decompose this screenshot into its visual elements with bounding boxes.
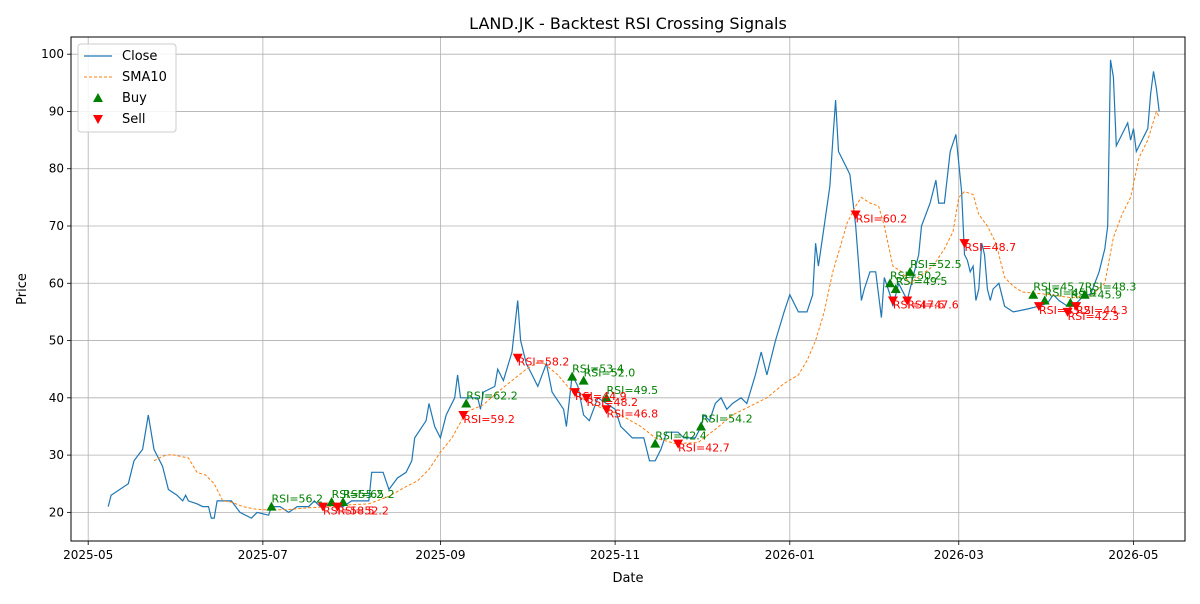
buy-signal-marker <box>1079 289 1090 299</box>
y-tick-label: 50 <box>49 334 64 348</box>
x-tick-label: 2026-01 <box>765 548 815 562</box>
buy-signal-marker <box>567 371 578 381</box>
sell-signal-label: RSI=44.3 <box>1076 304 1128 317</box>
buy-signal-label: RSI=54.2 <box>701 412 753 425</box>
sell-signal-label: RSI=58.2 <box>518 356 570 369</box>
x-axis: 2025-05 2025-07 2025-09 2025-11 2026-01 2026-… <box>63 541 1159 562</box>
sell-signal-marker <box>332 502 343 512</box>
buy-signal-marker <box>696 421 707 431</box>
sell-signal-label: RSI=59.2 <box>463 413 515 426</box>
x-tick-label: 2025-09 <box>415 548 465 562</box>
y-tick-label: 40 <box>49 391 64 405</box>
sma10-line <box>153 110 1160 511</box>
y-tick-label: 100 <box>41 47 64 61</box>
sell-signal-marker <box>512 353 523 363</box>
sell-signal-marker <box>601 405 612 415</box>
sell-signal-label: RSI=42.3 <box>1068 310 1120 323</box>
buy-signal-label: RSI=49.5 <box>896 275 948 288</box>
buy-signal-marker <box>601 392 612 402</box>
sell-signal-marker <box>318 502 329 512</box>
y-tick-label: 30 <box>49 448 64 462</box>
y-tick-label: 90 <box>49 104 64 118</box>
buy-signal-marker <box>650 438 661 448</box>
sell-signal-marker <box>850 210 861 220</box>
legend-label: SMA10 <box>122 70 167 85</box>
legend-box <box>77 43 177 133</box>
buy-signal-label: RSI=55.2 <box>332 488 384 501</box>
sell-signal-marker <box>458 411 469 420</box>
legend: Close SMA10 Buy Sell <box>77 43 177 133</box>
buy-signal-label: RSI=45.7 <box>1033 281 1085 294</box>
sell-signal-marker <box>902 296 913 306</box>
sell-signal-marker <box>673 439 684 449</box>
close-price-line <box>107 59 1160 519</box>
y-axis-label: Price <box>15 273 30 305</box>
legend-sell-swatch <box>93 115 103 124</box>
buy-signal-marker <box>578 375 589 385</box>
buy-signal-label: RSI=52.5 <box>910 258 962 271</box>
legend-label: Buy <box>122 91 147 106</box>
buy-signal-marker <box>905 266 916 276</box>
buy-signal-label: RSI=56.2 <box>271 493 323 506</box>
buy-signal-label: RSI=52.0 <box>584 367 636 380</box>
sell-signal-marker <box>581 393 592 403</box>
y-tick-label: 20 <box>49 505 64 519</box>
buy-signal-label: RSI=62.2 <box>466 390 518 403</box>
x-tick-label: 2026-05 <box>1108 548 1158 562</box>
grid <box>71 37 1185 541</box>
sell-signal-label: RSI=52.2 <box>337 505 389 518</box>
buy-signal-label: RSI=48.3 <box>1085 281 1137 294</box>
sell-signal-label: RSI=46.8 <box>607 407 659 420</box>
buy-signal-label: RSI=53.4 <box>572 363 624 376</box>
chart-title: LAND.JK - Backtest RSI Crossing Signals <box>469 14 787 33</box>
sell-signal-marker <box>887 296 898 306</box>
sell-signal-label: RSI=60.2 <box>856 213 908 226</box>
buy-signal-marker <box>1028 289 1039 299</box>
buy-signal-label: RSI=65.2 <box>343 488 395 501</box>
sell-signal-marker <box>1071 302 1082 312</box>
x-tick-label: 2026-03 <box>934 548 984 562</box>
buy-signal-marker <box>885 278 896 288</box>
plot-frame <box>70 36 1186 542</box>
sell-signal-marker <box>959 239 970 249</box>
y-tick-label: 70 <box>49 219 64 233</box>
buy-signal-marker <box>461 398 472 408</box>
legend-label: Close <box>122 49 157 64</box>
buy-signal-label: RSI=49.5 <box>607 384 659 397</box>
x-tick-label: 2025-11 <box>590 548 640 562</box>
buy-signal-marker <box>266 501 277 511</box>
sell-signal-marker <box>570 388 581 398</box>
x-tick-label: 2025-07 <box>238 548 288 562</box>
y-axis: 20 30 40 50 60 70 80 90 100 <box>41 47 71 519</box>
sell-signal-marker <box>1062 307 1073 317</box>
y-tick-label: 80 <box>49 162 64 176</box>
legend-buy-swatch <box>93 93 103 102</box>
sell-signal-marker <box>1033 302 1044 312</box>
sell-signal-label: RSI=47.6 <box>907 298 959 311</box>
sell-signal-label: RSI=42.7 <box>678 442 730 455</box>
buy-signal-label: RSI=42.4 <box>655 430 707 443</box>
x-axis-label: Date <box>612 571 643 586</box>
buy-signal-marker <box>890 284 901 293</box>
buy-signal-label: RSI=50.2 <box>890 269 942 282</box>
sell-signal-label: RSI=48.7 <box>964 241 1016 254</box>
y-tick-label: 60 <box>49 276 64 290</box>
legend-label: Sell <box>122 112 145 127</box>
sell-signal-label: RSI=48.2 <box>586 396 638 409</box>
x-tick-label: 2025-05 <box>63 548 113 562</box>
